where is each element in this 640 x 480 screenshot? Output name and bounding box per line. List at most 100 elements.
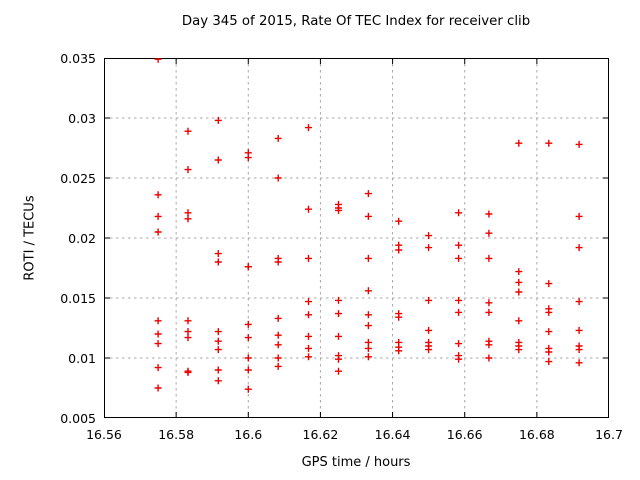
data-point-marker [485, 210, 493, 218]
data-point-marker [274, 341, 282, 349]
data-point-marker [455, 254, 463, 262]
data-point-marker [425, 232, 433, 240]
data-point-marker [184, 127, 192, 135]
data-point-marker [154, 212, 162, 220]
data-point-marker [425, 244, 433, 252]
data-point-marker [575, 359, 583, 367]
data-point-marker [455, 209, 463, 217]
data-point-marker [364, 190, 372, 198]
data-point-marker [184, 317, 192, 325]
data-point-marker [305, 311, 312, 319]
data-point-marker [575, 212, 583, 220]
x-tick-label: 16.58 [158, 427, 195, 442]
data-point-marker [335, 310, 342, 318]
plot-area [104, 58, 609, 418]
data-point-marker [214, 337, 222, 345]
data-point-marker [364, 287, 372, 295]
data-point-marker [335, 296, 342, 304]
data-point-marker [154, 340, 162, 348]
data-point-marker [575, 298, 583, 306]
data-point-marker [274, 174, 282, 182]
data-point-marker [575, 140, 583, 148]
data-point-marker [184, 209, 192, 217]
data-point-marker [214, 258, 222, 266]
data-point-marker [305, 298, 312, 306]
data-point-marker [274, 354, 282, 362]
data-point-marker [545, 139, 553, 147]
data-point-marker [214, 250, 222, 258]
chart-title: Day 345 of 2015, Rate Of TEC Index for r… [181, 14, 531, 29]
data-point-marker [244, 263, 252, 271]
data-point-marker [244, 354, 252, 362]
data-points [154, 58, 583, 393]
data-point-marker [305, 344, 312, 352]
x-tick-label: 16.7 [595, 427, 623, 442]
data-point-marker [305, 353, 312, 361]
plot-canvas [104, 58, 609, 418]
data-point-marker [364, 254, 372, 262]
data-point-marker [425, 346, 433, 354]
data-point-marker [154, 228, 162, 236]
plot-border [104, 58, 609, 418]
data-point-marker [184, 334, 192, 342]
data-point-marker [154, 364, 162, 372]
data-point-marker [515, 278, 523, 286]
data-point-marker [274, 331, 282, 339]
x-tick-label: 16.68 [518, 427, 555, 442]
data-point-marker [545, 280, 553, 288]
y-tick-label: 0.015 [60, 290, 96, 306]
data-point-marker [214, 116, 222, 124]
y-tick-label: 0.02 [68, 230, 96, 246]
x-tick-label: 16.6 [234, 427, 263, 442]
y-tick-label: 0.005 [60, 410, 96, 426]
data-point-marker [545, 348, 553, 356]
data-point-marker [425, 296, 433, 304]
data-point-marker [395, 347, 403, 355]
data-point-marker [545, 308, 553, 316]
data-point-marker [335, 355, 342, 363]
data-point-marker [244, 385, 252, 393]
data-point-marker [455, 308, 463, 316]
data-point-marker [364, 212, 372, 220]
data-point-marker [305, 332, 312, 340]
data-point-marker [335, 332, 342, 340]
data-point-marker [455, 241, 463, 249]
data-point-marker [515, 139, 523, 147]
data-point-marker [184, 215, 192, 223]
data-point-marker [455, 355, 463, 363]
x-axis-label: GPS time / hours [301, 455, 411, 470]
data-point-marker [335, 206, 342, 214]
data-point-marker [395, 313, 403, 321]
x-tick-label: 16.56 [86, 427, 122, 442]
data-point-marker [455, 340, 463, 348]
data-point-marker [364, 322, 372, 330]
data-point-marker [305, 205, 312, 213]
data-point-marker [335, 367, 342, 375]
data-point-marker [214, 377, 222, 385]
data-point-marker [485, 354, 493, 362]
y-tick-label: 0.035 [60, 50, 96, 66]
y-tick-label: 0.03 [68, 110, 96, 126]
data-point-marker [154, 191, 162, 199]
data-point-marker [305, 124, 312, 132]
y-tick-label: 0.025 [60, 170, 96, 186]
y-tick-label: 0.01 [68, 350, 96, 366]
data-point-marker [485, 308, 493, 316]
data-point-marker [154, 317, 162, 325]
data-point-marker [274, 134, 282, 142]
data-point-marker [575, 346, 583, 354]
data-point-marker [364, 344, 372, 352]
data-point-marker [274, 258, 282, 266]
data-point-marker [515, 317, 523, 325]
x-tick-label: 16.66 [446, 427, 483, 442]
data-point-marker [274, 362, 282, 370]
data-point-marker [515, 268, 523, 276]
data-point-marker [575, 244, 583, 252]
data-point-marker [244, 320, 252, 328]
data-point-marker [154, 58, 162, 63]
data-point-marker [214, 328, 222, 336]
data-point-marker [364, 311, 372, 319]
data-point-marker [184, 328, 192, 336]
x-tick-label: 16.62 [302, 427, 339, 442]
